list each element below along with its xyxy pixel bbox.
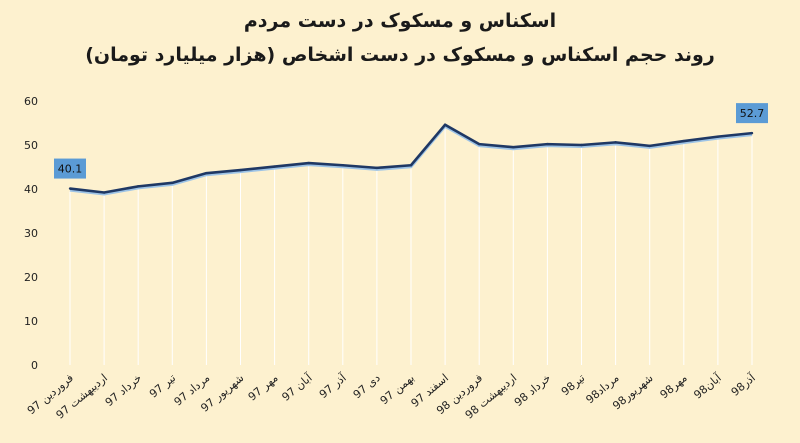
y-tick-label: 10 xyxy=(24,315,38,328)
data-points xyxy=(68,123,754,194)
data-point xyxy=(205,171,208,175)
data-point xyxy=(102,191,106,194)
data-label-box xyxy=(736,103,768,124)
x-tick-label: خرداد 98 xyxy=(512,371,553,409)
data-point xyxy=(648,144,651,148)
data-point xyxy=(478,142,481,146)
y-tick-label: 0 xyxy=(31,359,38,372)
x-tick-label: آذر98 xyxy=(728,370,759,399)
data-point xyxy=(443,123,447,126)
data-point xyxy=(716,135,720,138)
data-point xyxy=(171,181,174,185)
data-point xyxy=(273,165,276,168)
x-tick-label: آذر 97 xyxy=(316,370,349,401)
data-point xyxy=(137,185,140,188)
x-tick-label: آبان 97 xyxy=(279,370,316,404)
y-axis: 0 10 20 30 40 50 60 xyxy=(24,95,38,372)
gridlines xyxy=(69,127,753,365)
data-label-text: 40.1 xyxy=(58,163,83,176)
y-tick-label: 40 xyxy=(24,183,38,196)
y-tick-label: 60 xyxy=(24,95,38,108)
data-point xyxy=(682,139,685,143)
data-point xyxy=(546,142,549,146)
data-point xyxy=(68,187,72,190)
data-point xyxy=(750,131,754,135)
x-tick-label: مهر 97 xyxy=(246,371,281,403)
data-label-text: 52.7 xyxy=(740,107,765,120)
data-label: 40.1 xyxy=(54,158,86,179)
y-tick-label: 50 xyxy=(24,139,38,152)
data-label-box xyxy=(54,158,86,179)
y-tick-label: 20 xyxy=(24,271,38,284)
x-tick-label: مهر98 xyxy=(658,371,690,401)
data-point xyxy=(580,143,583,147)
x-tick-label: آبان98 xyxy=(691,370,725,402)
data-point xyxy=(239,168,242,172)
data-point xyxy=(341,164,344,167)
series-line-highlight xyxy=(69,125,753,196)
x-tick-label: تیر98 xyxy=(559,371,588,398)
data-label: 52.7 xyxy=(736,103,768,124)
chart-title: اسکناس و مسکوک در دست مردم xyxy=(243,10,557,32)
data-point xyxy=(307,161,310,165)
data-point xyxy=(614,141,617,144)
x-tick-label: خرداد 97 xyxy=(103,371,144,409)
data-point xyxy=(375,166,379,170)
data-point xyxy=(512,146,515,149)
data-point xyxy=(409,164,413,167)
chart-subtitle: روند حجم اسکناس و مسکوک در دست اشخاص (هز… xyxy=(85,44,715,66)
y-tick-label: 30 xyxy=(24,227,38,240)
